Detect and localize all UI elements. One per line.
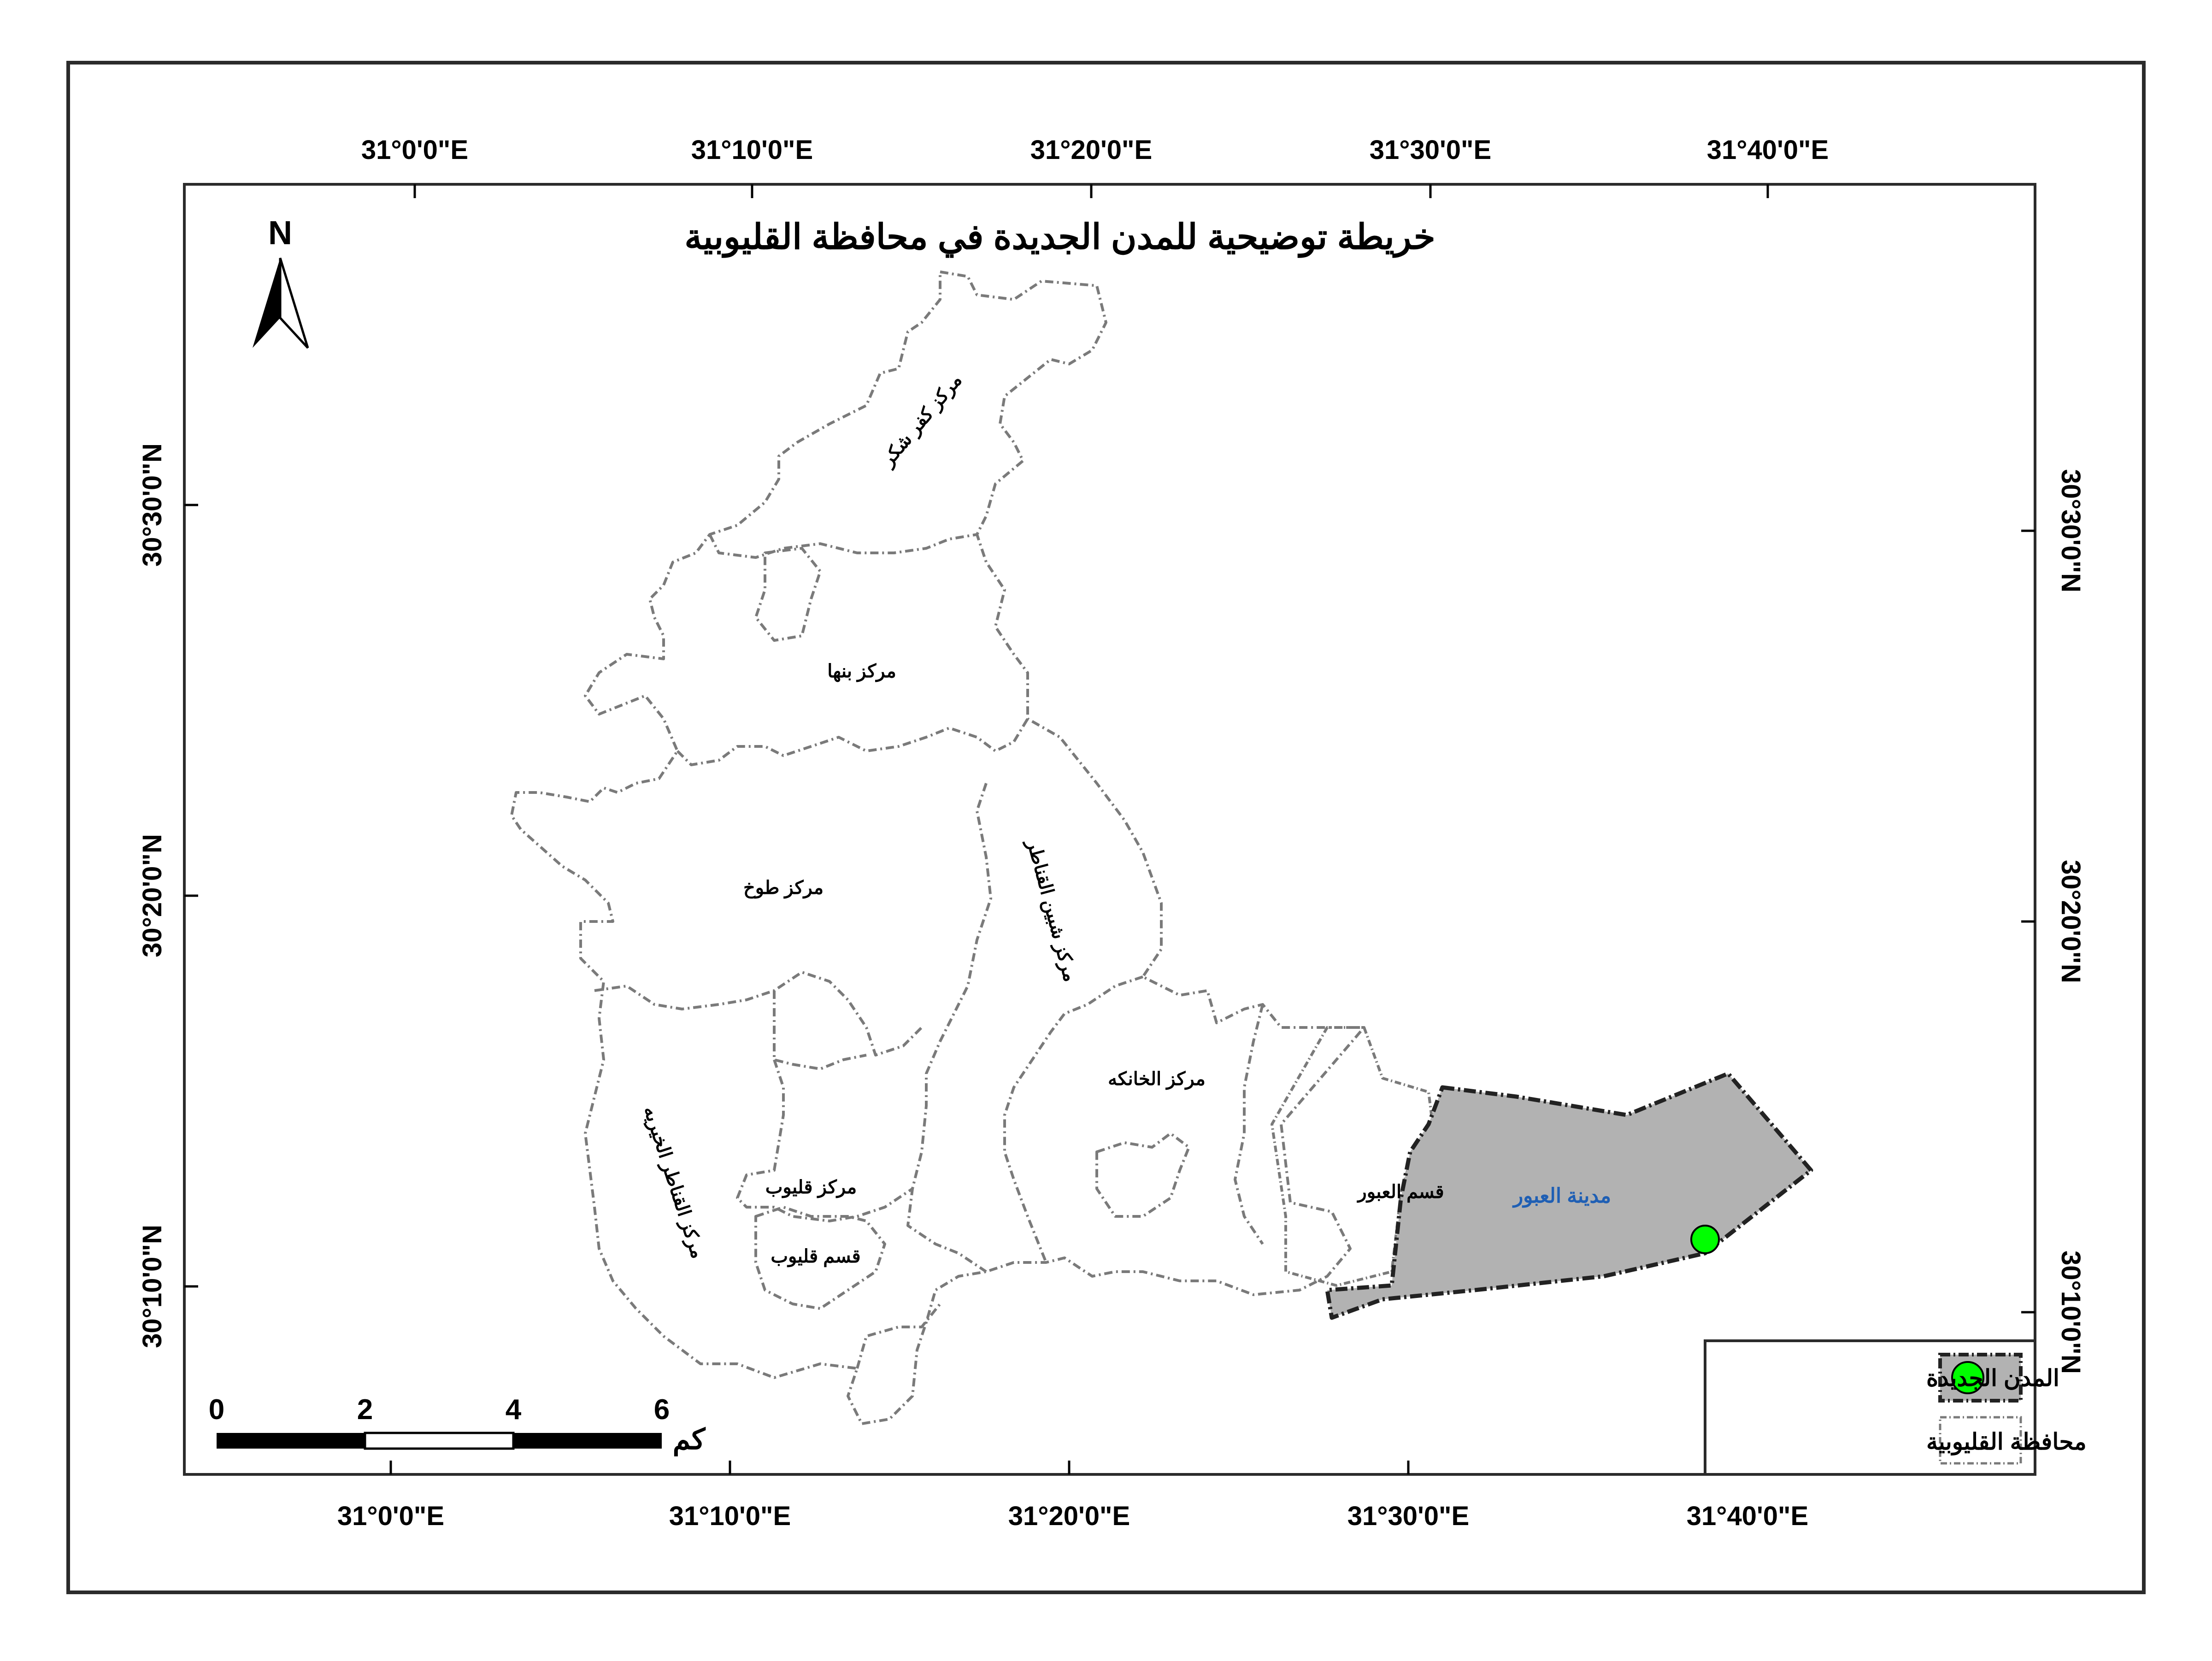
scale-unit: كم	[673, 1424, 706, 1456]
label-obour-city: مدينة العبور	[1512, 1185, 1611, 1208]
scale-tick-label: 6	[654, 1394, 670, 1426]
label-kafr-shukr: مركز كفر شكر	[877, 370, 966, 471]
bottom-lon-label: 31°20'0"E	[1008, 1501, 1130, 1531]
khanka-east-divide	[1234, 1004, 1264, 1245]
khanka-inner-island	[1095, 1132, 1190, 1218]
top-lon-label: 31°20'0"E	[1030, 135, 1152, 165]
label-obour-qism: قسم العبور	[1356, 1182, 1444, 1203]
toukh-mid-divide	[773, 991, 867, 1070]
governorate-boundaries	[510, 270, 1435, 1425]
right-lat-label: 30°10'0"N	[2056, 1250, 2086, 1374]
bottom-lon-label: 31°10'0"E	[669, 1501, 791, 1531]
label-khanka: مركز الخانكه	[1108, 1069, 1206, 1090]
obour-qism-outline	[1271, 1026, 1435, 1287]
toukh-shebin-divide	[906, 783, 992, 1273]
legend-governorate-label: محافظة القليوبية	[1926, 1429, 2087, 1456]
north-label: N	[268, 215, 292, 252]
legend-governorate-swatch	[1939, 1416, 2022, 1465]
outer-frame	[66, 61, 2146, 1594]
right-lat-label: 30°30'0"N	[2056, 469, 2086, 593]
qalyub-qism-outline	[754, 1206, 886, 1310]
label-toukh: مركز طوخ	[743, 878, 824, 899]
scale-tick-label: 4	[506, 1394, 522, 1426]
bottom-longitude-axis: 31°0'0"E 31°10'0"E 31°20'0"E 31°30'0"E 3…	[337, 1461, 1808, 1531]
bottom-lon-label: 31°30'0"E	[1347, 1501, 1469, 1531]
map-frame	[183, 183, 2036, 1476]
left-lat-label: 30°30'0"N	[137, 443, 167, 567]
governorate-outline	[510, 270, 1365, 1425]
legend-new-cities-label: المدن الجديدة	[1926, 1365, 2059, 1391]
right-latitude-axis: 30°30'0"N 30°20'0"N 30°10'0"N	[2021, 469, 2086, 1374]
top-lon-label: 31°40'0"E	[1707, 135, 1829, 165]
obour-city-polygon	[1325, 1071, 1813, 1320]
left-lat-label: 30°10'0"N	[137, 1225, 167, 1348]
legend: المدن الجديدة محافظة القليوبية	[1704, 1339, 2087, 1476]
left-latitude-axis: 30°30'0"N 30°20'0"N 30°10'0"N	[137, 443, 198, 1348]
right-lat-label: 30°20'0"N	[2056, 860, 2086, 983]
scale-bar: 0 2 4 6 كم	[209, 1394, 706, 1456]
map-title: خريطة توضيحية للمدن الجديدة في محافظة ال…	[684, 217, 1435, 258]
bottom-lon-label: 31°40'0"E	[1687, 1501, 1808, 1531]
qanater-inner-divide	[856, 1303, 941, 1369]
toukh-qalyub-divide	[594, 971, 923, 1056]
shebin-khanka-divide	[1003, 975, 1143, 1263]
label-qalyub-markaz: مركز قليوب	[765, 1177, 857, 1198]
label-qalyub-qism: قسم قليوب	[771, 1246, 860, 1268]
banha-toukh-divide	[676, 718, 1029, 766]
top-longitude-axis: 31°0'0"E 31°10'0"E 31°20'0"E 31°30'0"E 3…	[361, 135, 1829, 198]
top-lon-label: 31°0'0"E	[361, 135, 468, 165]
label-shebin-el-qanater: مركز شبين القناطر	[1022, 836, 1081, 984]
top-lon-label: 31°10'0"E	[691, 135, 813, 165]
top-lon-label: 31°30'0"E	[1370, 135, 1491, 165]
bottom-lon-label: 31°0'0"E	[337, 1501, 444, 1531]
label-qanater-khayriya: مركز القناطر الخيريه	[639, 1103, 708, 1261]
left-lat-label: 30°20'0"N	[137, 834, 167, 957]
label-banha: مركز بنها	[827, 661, 896, 682]
legend-city-marker-icon	[1951, 1361, 1984, 1394]
kafrshukr-banha-divide	[708, 533, 977, 559]
obour-city-marker-icon	[1690, 1225, 1720, 1254]
north-arrow-icon: N	[253, 215, 309, 349]
scale-tick-label: 0	[209, 1394, 224, 1426]
banha-inner-island	[754, 547, 822, 642]
scale-tick-label: 2	[357, 1394, 373, 1426]
